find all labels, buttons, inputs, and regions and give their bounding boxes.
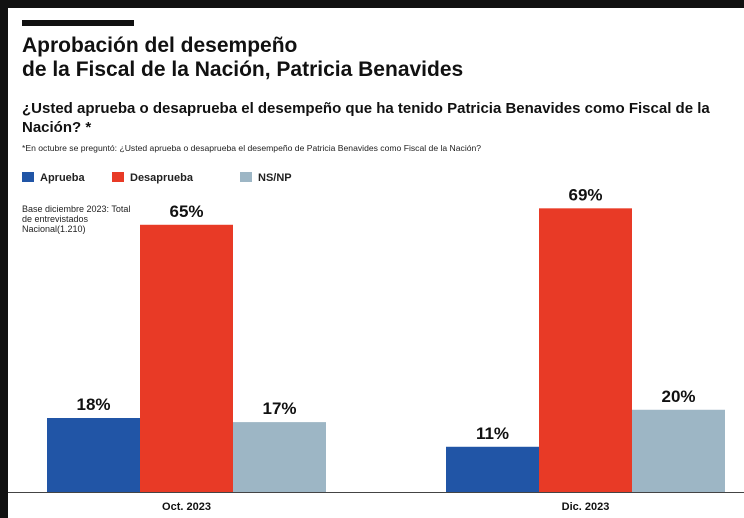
title-rule bbox=[22, 20, 134, 26]
data-label-aprueba-oct-2023: 18% bbox=[76, 395, 110, 414]
legend-label-aprueba: Aprueba bbox=[40, 172, 85, 184]
legend-swatch-nsnp bbox=[240, 172, 252, 182]
bar-ns-np-dic-2023 bbox=[632, 409, 725, 492]
bar-ns-np-oct-2023 bbox=[233, 422, 326, 492]
bar-aprueba-oct-2023 bbox=[47, 418, 140, 492]
bar-desaprueba-dic-2023 bbox=[539, 208, 632, 493]
data-label-desaprueba-oct-2023: 65% bbox=[169, 202, 203, 221]
bar-aprueba-dic-2023 bbox=[446, 446, 539, 492]
legend-label-desaprueba: Desaprueba bbox=[130, 172, 193, 184]
data-label-ns-np-oct-2023: 17% bbox=[262, 399, 296, 418]
infographic-panel: Aprobación del desempeño de la Fiscal de… bbox=[8, 8, 744, 518]
legend-item-desaprueba: Desaprueba bbox=[112, 172, 193, 184]
legend-label-nsnp: NS/NP bbox=[258, 172, 292, 184]
data-label-aprueba-dic-2023: 11% bbox=[476, 424, 509, 443]
legend-item-nsnp: NS/NP bbox=[240, 172, 292, 184]
bar-chart: 18% 65% 17% Oct. 2023 11% 69% 20% Dic. 2023 bbox=[8, 185, 744, 513]
bar-desaprueba-oct-2023 bbox=[140, 224, 233, 492]
survey-question: ¿Usted aprueba o desaprueba el desempeño… bbox=[22, 100, 710, 136]
title-line-1: Aprobación del desempeño bbox=[22, 34, 298, 57]
legend-item-aprueba: Aprueba bbox=[22, 172, 85, 184]
legend-swatch-aprueba bbox=[22, 172, 34, 182]
footnote: *En octubre se preguntó: ¿Usted aprueba … bbox=[22, 143, 482, 153]
x-tick-label-oct-2023: Oct. 2023 bbox=[162, 501, 211, 513]
x-tick-label-dic-2023: Dic. 2023 bbox=[562, 501, 610, 513]
sample-base-note: Base diciembre 2023: Total de entrevista… bbox=[22, 204, 131, 234]
data-label-desaprueba-dic-2023: 69% bbox=[568, 185, 602, 204]
chart-title: Aprobación del desempeño de la Fiscal de… bbox=[22, 34, 463, 82]
data-label-ns-np-dic-2023: 20% bbox=[661, 387, 695, 406]
legend-swatch-desaprueba bbox=[112, 172, 124, 182]
title-line-2: de la Fiscal de la Nación, Patricia Bena… bbox=[22, 58, 464, 81]
